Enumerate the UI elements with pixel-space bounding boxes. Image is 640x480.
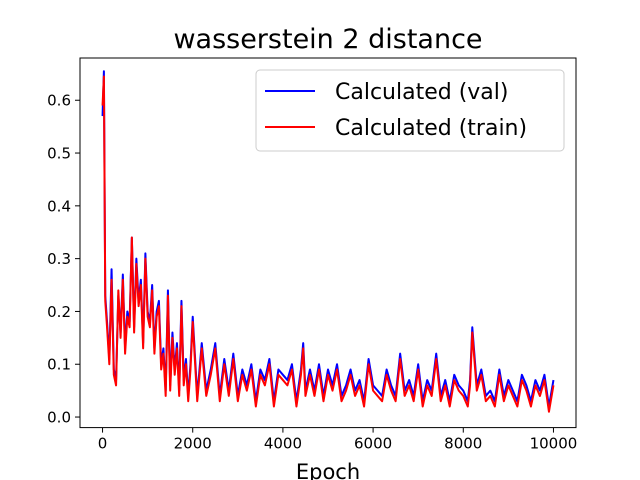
x-tick-label: 6000: [354, 435, 392, 453]
y-tick-label: 0.5: [47, 145, 71, 163]
x-axis: 0 2000 4000 6000 8000 10000: [98, 427, 578, 453]
y-tick-label: 0.3: [47, 250, 71, 268]
x-tick-label: 4000: [264, 435, 302, 453]
x-tick-label: 0: [98, 435, 108, 453]
x-tick-label: 10000: [530, 435, 578, 453]
x-axis-label: Epoch: [296, 460, 360, 480]
legend-label-val: Calculated (val): [335, 80, 509, 105]
y-tick-label: 0.6: [47, 92, 71, 110]
plot-frame: [79, 57, 577, 429]
series-line-train: [101, 75, 555, 413]
y-tick-label: 0.0: [47, 409, 71, 427]
y-axis: 0.0 0.1 0.2 0.3 0.4 0.5 0.6: [47, 92, 80, 427]
legend: Calculated (val) Calculated (train): [255, 69, 565, 152]
y-tick-label: 0.2: [47, 303, 71, 321]
y-tick-label: 0.1: [47, 356, 71, 374]
series-layer: [101, 70, 555, 413]
x-tick-label: 8000: [444, 435, 482, 453]
x-tick-label: 2000: [174, 435, 212, 453]
legend-label-train: Calculated (train): [335, 116, 527, 141]
chart-title: wasserstein 2 distance: [173, 24, 482, 55]
legend-box: [255, 69, 565, 152]
y-tick-label: 0.4: [47, 197, 71, 215]
